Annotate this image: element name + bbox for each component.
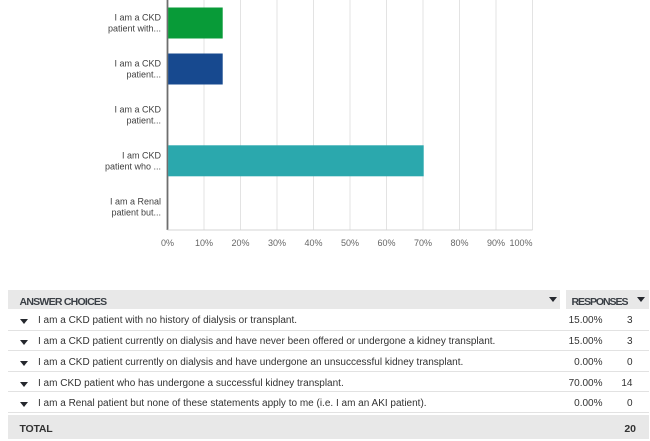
svg-text:50%: 50% — [341, 238, 359, 248]
svg-text:I am a CKD: I am a CKD — [114, 59, 161, 69]
svg-text:I am a CKD: I am a CKD — [114, 105, 161, 115]
svg-text:patient...: patient... — [126, 116, 161, 126]
svg-text:100%: 100% — [509, 238, 532, 248]
svg-text:80%: 80% — [450, 238, 468, 248]
svg-text:I am CKD: I am CKD — [122, 151, 162, 161]
svg-text:40%: 40% — [304, 238, 322, 248]
svg-text:0%: 0% — [161, 238, 174, 248]
svg-text:10%: 10% — [195, 238, 213, 248]
svg-text:patient with...: patient with... — [108, 24, 161, 34]
svg-text:patient but...: patient but... — [111, 208, 161, 218]
svg-text:60%: 60% — [377, 238, 395, 248]
svg-text:20%: 20% — [231, 238, 249, 248]
svg-text:I am a CKD: I am a CKD — [114, 13, 161, 23]
svg-text:patient...: patient... — [126, 70, 161, 80]
svg-text:I am a Renal: I am a Renal — [110, 197, 161, 207]
svg-text:90%: 90% — [487, 238, 505, 248]
svg-text:70%: 70% — [414, 238, 432, 248]
svg-text:30%: 30% — [268, 238, 286, 248]
svg-text:patient who ...: patient who ... — [105, 162, 161, 172]
